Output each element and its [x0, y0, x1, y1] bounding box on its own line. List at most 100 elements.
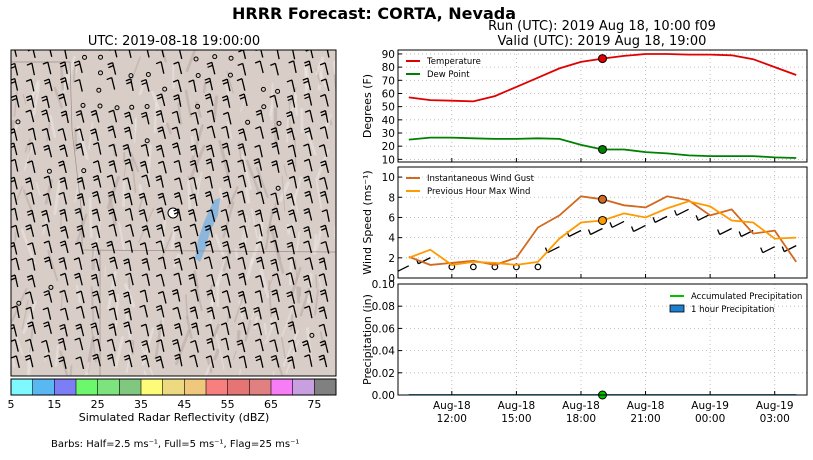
- panel-barb-flag: [630, 226, 635, 232]
- wind-barb-flag: [320, 110, 326, 114]
- wind-barb-flag: [58, 256, 64, 261]
- wind-barb-flag: [271, 160, 277, 164]
- wind-barb-flag: [11, 128, 15, 131]
- wind-barb-flag: [108, 109, 114, 113]
- wind-barb-staff: [192, 273, 197, 287]
- wind-barb-staff: [15, 355, 20, 369]
- wind-barb-staff: [195, 112, 200, 125]
- wind-barb-staff: [145, 340, 151, 353]
- terrain-ridge: [123, 161, 127, 177]
- wind-barb-flag: [204, 240, 211, 244]
- panel-barb-staff: [783, 245, 797, 253]
- wind-barb-staff: [211, 125, 216, 139]
- wind-barb-flag: [205, 80, 211, 84]
- wind-barb-staff: [49, 50, 53, 57]
- wind-barb-flag: [157, 326, 163, 331]
- terrain-ridge: [319, 331, 325, 347]
- wind-barb-flag: [288, 305, 294, 309]
- wind-barb-flag: [255, 212, 261, 216]
- wind-barb-flag: [304, 95, 310, 100]
- x-tick-label: 15:00: [501, 413, 531, 425]
- wind-barb-staff: [31, 275, 36, 288]
- wind-barb-staff: [194, 306, 199, 320]
- wind-barb-staff: [63, 144, 68, 158]
- wind-barb-flag: [240, 309, 246, 313]
- wind-barb-flag: [156, 339, 162, 343]
- wind-barb-flag: [156, 178, 162, 182]
- wind-barb-flag: [155, 175, 161, 179]
- wind-barb-calm: [48, 284, 54, 290]
- wind-barb-flag: [60, 64, 66, 68]
- wind-barb-flag: [172, 291, 179, 296]
- legend-swatch: [669, 304, 685, 313]
- wind-barb-staff: [162, 291, 167, 304]
- wind-barb-staff: [241, 159, 246, 173]
- wind-barb-flag: [222, 243, 229, 248]
- wind-barb-flag: [59, 61, 66, 65]
- wind-barb-flag: [123, 192, 130, 196]
- terrain-ridge: [185, 294, 189, 320]
- wind-barb-flag: [319, 176, 325, 181]
- wind-barb-flag: [155, 358, 162, 362]
- wind-barb-staff: [209, 78, 214, 91]
- wind-barb-flag: [123, 261, 130, 265]
- wind-barb-staff: [292, 257, 297, 270]
- wind-barb-flag: [59, 176, 65, 181]
- wind-barb-flag: [156, 112, 162, 117]
- wind-barb-staff: [260, 241, 265, 254]
- wind-barb-flag: [141, 273, 148, 277]
- wind-barb-staff: [324, 110, 329, 123]
- wind-barb-flag: [107, 356, 113, 360]
- terrain-ridge: [16, 186, 24, 201]
- wind-barb-flag: [206, 147, 213, 151]
- wind-barb-flag: [58, 96, 65, 100]
- wind-barb-flag: [107, 273, 113, 277]
- wind-barb-staff: [112, 125, 117, 139]
- terrain-ridge: [72, 58, 77, 83]
- wind-barb-flag: [270, 239, 276, 243]
- wind-barb-staff: [110, 241, 116, 254]
- wind-barb-staff: [259, 275, 264, 288]
- wind-barb-flag: [188, 273, 194, 277]
- wind-barb-flag: [238, 131, 245, 135]
- terrain-ridge: [305, 128, 317, 156]
- wind-barb-flag: [158, 195, 164, 199]
- wind-barb-flag: [205, 243, 212, 247]
- wind-barb-flag: [305, 193, 311, 197]
- wind-barb-flag: [27, 321, 33, 325]
- wind-barb-flag: [222, 81, 229, 85]
- wind-barb-flag: [320, 113, 327, 117]
- legend: Instantaneous Wind Gust Previous Hour Max…: [406, 174, 535, 197]
- wind-barb-staff: [129, 340, 134, 353]
- wind-barb-staff: [47, 321, 52, 334]
- wind-barb-flag: [174, 177, 180, 181]
- wind-barb-calm: [128, 73, 134, 79]
- wind-barb-staff: [178, 258, 183, 271]
- wind-barb-flag: [109, 259, 116, 263]
- wind-barb-flag: [304, 354, 310, 358]
- wind-barb-flag: [139, 195, 145, 199]
- wind-barb-flag: [286, 241, 293, 245]
- wind-barb-staff: [307, 175, 313, 189]
- panel-frame: [397, 166, 808, 279]
- wind-barb-flag: [75, 109, 82, 114]
- terrain-ridge: [145, 144, 152, 184]
- wind-barb-flag: [189, 193, 195, 197]
- wind-barb-staff: [209, 93, 214, 106]
- wind-barb-staff: [242, 291, 247, 304]
- wind-barb-staff: [225, 338, 230, 351]
- wind-barb-staff: [226, 256, 231, 269]
- wind-barb-flag: [58, 93, 64, 97]
- colorbar-swatch: [206, 379, 228, 395]
- wind-barb-flag: [124, 357, 130, 361]
- panel-barb-flag: [674, 210, 678, 216]
- wind-barb-staff: [194, 223, 199, 237]
- wind-barb-staff: [29, 224, 35, 237]
- terrain-ridge: [114, 293, 120, 328]
- wind-barb-flag: [287, 162, 294, 166]
- terrain-ridge: [276, 361, 284, 376]
- wind-barb-flag: [155, 240, 162, 244]
- map-frame: [10, 49, 337, 377]
- wind-barb-staff: [290, 127, 295, 141]
